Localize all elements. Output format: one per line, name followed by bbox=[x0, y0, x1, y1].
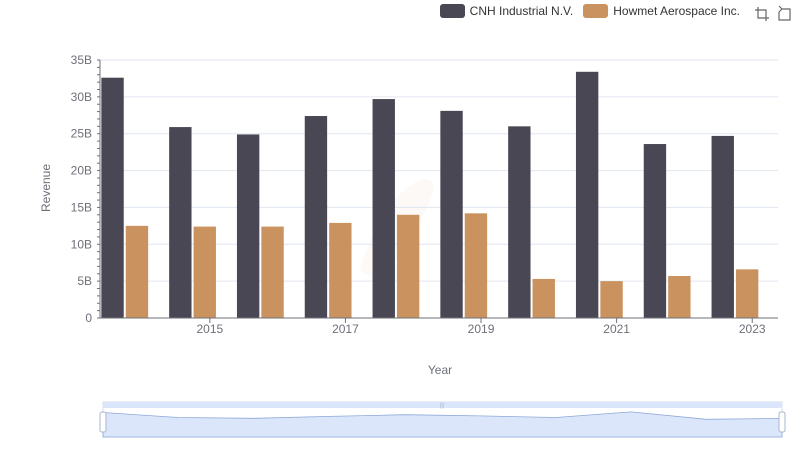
y-tick-label: 5B bbox=[77, 274, 92, 288]
slider-handle-left[interactable] bbox=[99, 411, 107, 433]
y-tick-label: 10B bbox=[71, 237, 92, 251]
legend-item-howmet[interactable]: Howmet Aerospace Inc. bbox=[583, 4, 740, 18]
bar-howmet-2020[interactable] bbox=[532, 278, 555, 318]
x-tick-label: 2015 bbox=[196, 322, 223, 336]
bar-cnh-2023[interactable] bbox=[711, 135, 734, 318]
legend: CNH Industrial N.V. Howmet Aerospace Inc… bbox=[439, 4, 740, 18]
legend-swatch-howmet bbox=[583, 4, 609, 18]
y-tick-label: 0 bbox=[85, 311, 92, 325]
bar-cnh-2022[interactable] bbox=[643, 144, 667, 318]
x-axis-title: Year bbox=[428, 363, 452, 377]
data-zoom-slider[interactable]: ||| bbox=[99, 401, 786, 438]
restore-icon[interactable] bbox=[776, 6, 792, 22]
bar-howmet-2021[interactable] bbox=[600, 281, 623, 318]
legend-label-howmet: Howmet Aerospace Inc. bbox=[613, 4, 740, 18]
watermark-logo bbox=[360, 179, 434, 280]
bar-cnh-2019[interactable] bbox=[440, 110, 463, 318]
bar-howmet-2015[interactable] bbox=[193, 226, 216, 318]
legend-item-cnh[interactable]: CNH Industrial N.V. bbox=[439, 4, 574, 18]
x-tick-label: 2019 bbox=[468, 322, 495, 336]
y-tick-label: 15B bbox=[71, 200, 92, 214]
bar-cnh-2015[interactable] bbox=[169, 127, 192, 318]
zoom-icon[interactable] bbox=[754, 6, 770, 22]
x-tick-label: 2021 bbox=[603, 322, 630, 336]
bar-howmet-2018[interactable] bbox=[396, 214, 420, 318]
y-tick-label: 20B bbox=[71, 164, 92, 178]
bar-howmet-2022[interactable] bbox=[668, 275, 691, 318]
y-tick-label: 30B bbox=[71, 90, 92, 104]
bar-howmet-2014[interactable] bbox=[125, 225, 149, 318]
slider-grip-icon[interactable]: ||| bbox=[440, 403, 445, 409]
slider-preview bbox=[102, 411, 783, 438]
bar-howmet-2016[interactable] bbox=[261, 226, 284, 318]
x-axis: 2015 2017 2019 2021 2023 bbox=[100, 317, 778, 336]
slider-handle-right[interactable] bbox=[778, 411, 786, 433]
slider-top-bar[interactable] bbox=[103, 402, 782, 408]
bar-cnh-2021[interactable] bbox=[575, 71, 599, 319]
slider-area-line bbox=[102, 411, 783, 438]
y-axis-title: Revenue bbox=[39, 164, 53, 212]
x-tick-label: 2017 bbox=[332, 322, 359, 336]
y-axis-ticks: 0 5B 10B 15B 20B 25B 30B 35B bbox=[71, 53, 93, 325]
y-tick-label: 35B bbox=[71, 53, 92, 67]
legend-swatch-cnh bbox=[439, 4, 465, 18]
bar-howmet-2019[interactable] bbox=[464, 213, 488, 318]
bar-cnh-2014[interactable] bbox=[101, 77, 124, 318]
x-tick-label: 2023 bbox=[739, 322, 766, 336]
bar-howmet-2023[interactable] bbox=[735, 269, 759, 318]
bar-cnh-2020[interactable] bbox=[508, 126, 531, 318]
bars bbox=[101, 71, 759, 319]
bar-cnh-2017[interactable] bbox=[304, 116, 328, 318]
toolbox bbox=[754, 6, 792, 22]
legend-label-cnh: CNH Industrial N.V. bbox=[469, 4, 574, 18]
bar-cnh-2018[interactable] bbox=[372, 99, 395, 318]
bar-howmet-2017[interactable] bbox=[329, 222, 352, 318]
y-tick-label: 25B bbox=[71, 127, 92, 141]
bar-cnh-2016[interactable] bbox=[236, 134, 260, 318]
